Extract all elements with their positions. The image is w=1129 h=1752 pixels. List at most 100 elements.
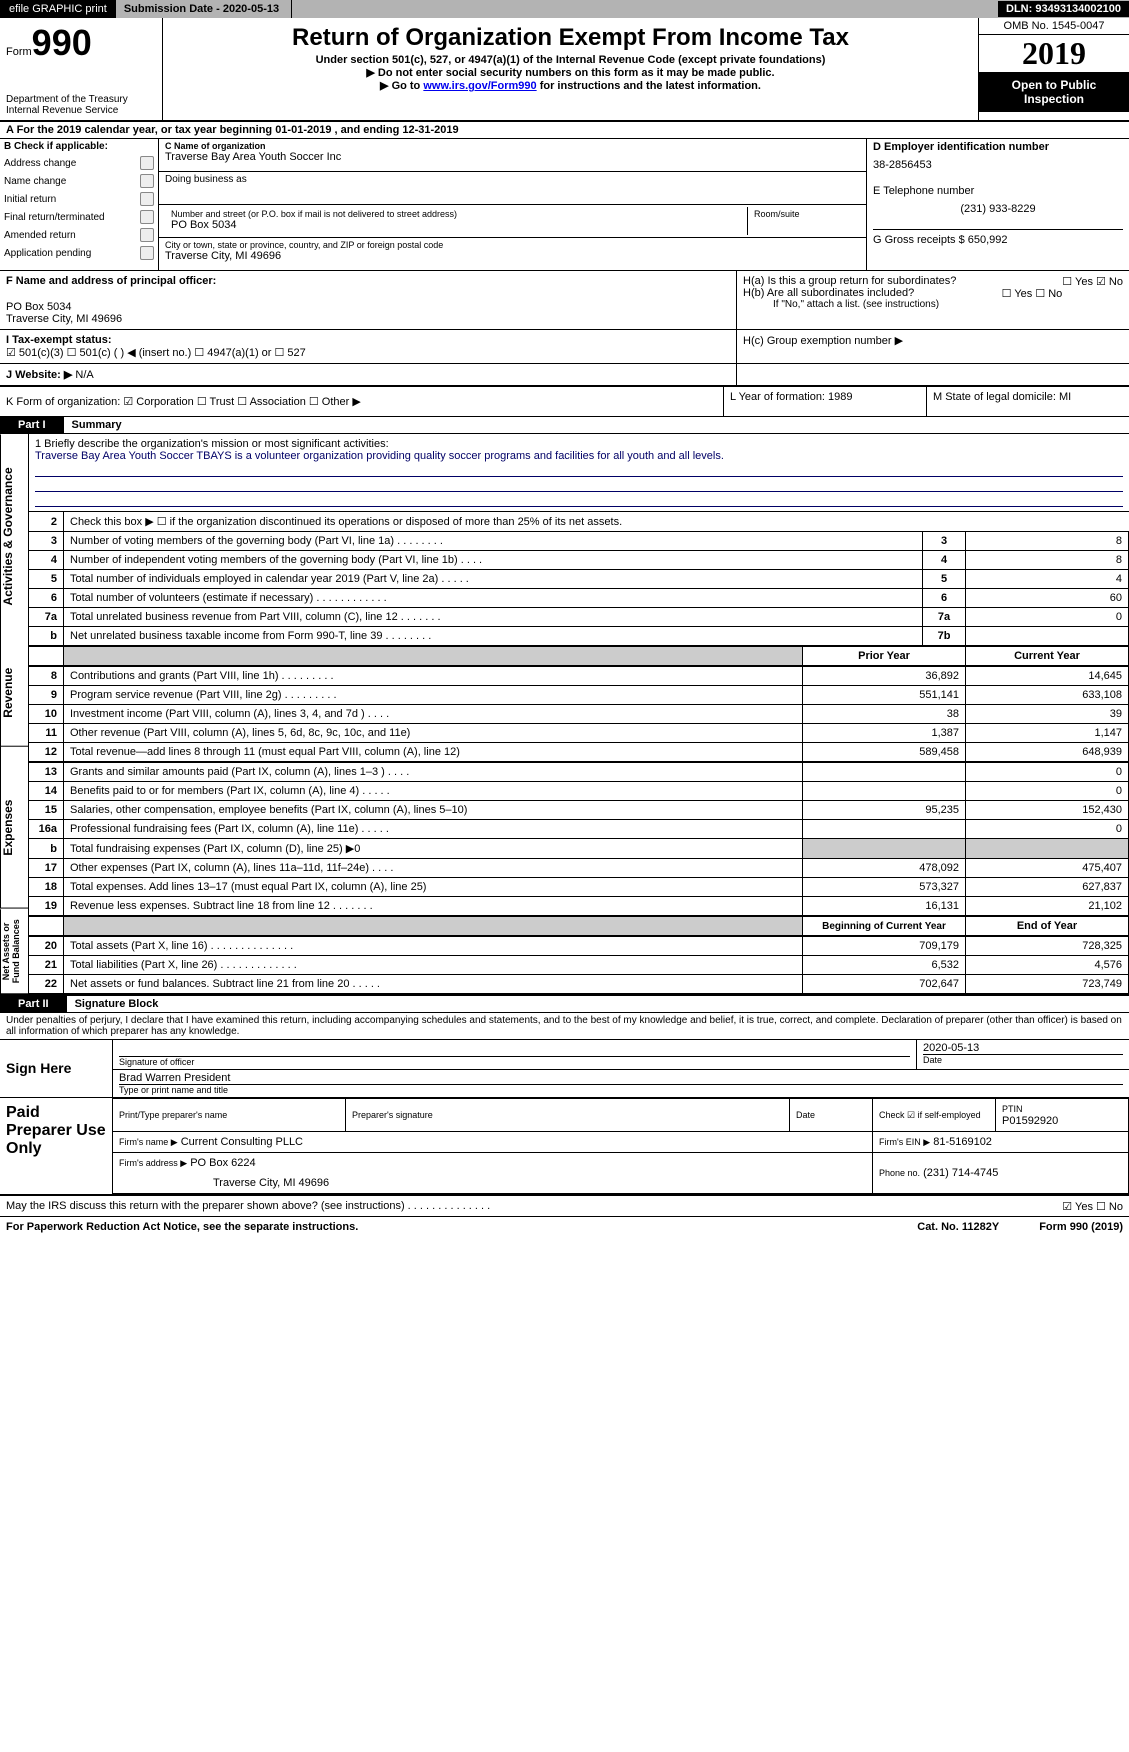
preparer-table: Print/Type preparer's name Preparer's si… — [112, 1098, 1129, 1194]
subtitle-2: ▶ Do not enter social security numbers o… — [167, 66, 974, 79]
room-label: Room/suite — [748, 207, 860, 235]
row-k: K Form of organization: ☑ Corporation ☐ … — [0, 387, 1129, 417]
addr-cell: Number and street (or P.O. box if mail i… — [159, 205, 866, 238]
brief-block: 1 Briefly describe the organization's mi… — [29, 434, 1129, 511]
irs-link[interactable]: www.irs.gov/Form990 — [423, 80, 536, 92]
city-label: City or town, state or province, country… — [165, 240, 860, 250]
firm-addr2: Traverse City, MI 49696 — [113, 1173, 873, 1194]
tel: (231) 933-8229 — [873, 203, 1123, 215]
footer-form-no: 990 — [1070, 1221, 1088, 1233]
l-year: L Year of formation: 1989 — [723, 387, 926, 416]
ha-label: H(a) Is this a group return for subordin… — [743, 275, 956, 287]
name-cell: Brad Warren President Type or print name… — [113, 1070, 1129, 1097]
ptin: P01592920 — [1002, 1115, 1058, 1127]
py-header: Prior Year — [803, 647, 966, 666]
preparer-block: Paid Preparer Use Only Print/Type prepar… — [0, 1098, 1129, 1196]
firm-name: Current Consulting PLLC — [181, 1136, 303, 1148]
j-val: N/A — [75, 369, 93, 381]
firm-ein: 81-5169102 — [933, 1136, 992, 1148]
part2-title: Signature Block — [67, 996, 167, 1012]
addr-label: Firm's address ▶ — [119, 1158, 187, 1168]
revenue-header: Prior YearCurrent Year — [29, 646, 1129, 666]
table-row: bTotal fundraising expenses (Part IX, co… — [29, 839, 1129, 859]
j-right — [736, 364, 1129, 385]
col-b: B Check if applicable: Address changeNam… — [0, 139, 159, 270]
checkbox-icon[interactable] — [140, 210, 154, 224]
table-row: bNet unrelated business taxable income f… — [29, 627, 1129, 646]
table-row: 6Total number of volunteers (estimate if… — [29, 589, 1129, 608]
gross-receipts: G Gross receipts $ 650,992 — [873, 229, 1123, 246]
cat-no: Cat. No. 11282Y — [917, 1221, 999, 1233]
form-header: Form990 Department of the Treasury Inter… — [0, 18, 1129, 122]
table-row: 19Revenue less expenses. Subtract line 1… — [29, 897, 1129, 916]
cy-header: Current Year — [966, 647, 1129, 666]
checkbox-row: Initial return — [4, 192, 154, 206]
table-row: 18Total expenses. Add lines 13–17 (must … — [29, 878, 1129, 897]
table-row: 3Number of voting members of the governi… — [29, 532, 1129, 551]
table-row: 15Salaries, other compensation, employee… — [29, 801, 1129, 820]
firm-label: Firm's name ▶ — [119, 1137, 178, 1147]
f-label: F Name and address of principal officer: — [6, 275, 730, 287]
part2-tab: Part II — [0, 996, 67, 1012]
table-row: 11Other revenue (Part VIII, column (A), … — [29, 724, 1129, 743]
firm-phone: (231) 714-4745 — [923, 1167, 998, 1179]
date-label: Date — [923, 1054, 1123, 1065]
table-row: 4Number of independent voting members of… — [29, 551, 1129, 570]
sign-here-label: Sign Here — [0, 1040, 112, 1097]
summary-table: Activities & Governance Revenue Expenses… — [0, 434, 1129, 996]
part2-header: Part II Signature Block — [0, 996, 1129, 1013]
phone-label: Phone no. — [879, 1168, 920, 1178]
hb-label: H(b) Are all subordinates included? — [743, 287, 914, 299]
checkbox-row: Application pending — [4, 246, 154, 260]
checkbox-icon[interactable] — [140, 156, 154, 170]
ein: 38-2856453 — [873, 159, 1123, 171]
table-row: 2Check this box ▶ ☐ if the organization … — [29, 512, 1129, 532]
topbar: efile GRAPHIC print Submission Date - 20… — [0, 0, 1129, 18]
checkbox-row: Final return/terminated — [4, 210, 154, 224]
table-row: 21Total liabilities (Part X, line 26) . … — [29, 956, 1129, 975]
checkbox-icon[interactable] — [140, 174, 154, 188]
pra-notice: For Paperwork Reduction Act Notice, see … — [6, 1221, 358, 1233]
dept-irs: Internal Revenue Service — [6, 105, 156, 116]
ein-label: D Employer identification number — [873, 141, 1123, 153]
table-row: 13Grants and similar amounts paid (Part … — [29, 763, 1129, 782]
footer-year: 2019 — [1095, 1221, 1119, 1233]
officer-name: Brad Warren President — [119, 1072, 1123, 1084]
checkbox-icon[interactable] — [140, 246, 154, 260]
summary-content: 1 Briefly describe the organization's mi… — [29, 434, 1129, 994]
dba-cell: Doing business as — [159, 172, 866, 205]
table-row: 8Contributions and grants (Part VIII, li… — [29, 667, 1129, 686]
discuss-ans: ☑ Yes ☐ No — [1062, 1200, 1123, 1213]
tax-year: 2019 — [979, 35, 1129, 72]
checkbox-row: Address change — [4, 156, 154, 170]
table-row: 14Benefits paid to or for members (Part … — [29, 782, 1129, 801]
sig-cell: Signature of officer — [113, 1040, 917, 1069]
prep-h3: Date — [796, 1110, 815, 1120]
addr-label: Number and street (or P.O. box if mail i… — [171, 209, 741, 219]
topbar-spacer — [291, 0, 994, 18]
table-row: 16aProfessional fundraising fees (Part I… — [29, 820, 1129, 839]
revenue-lines: 8Contributions and grants (Part VIII, li… — [29, 666, 1129, 762]
org-name-cell: C Name of organization Traverse Bay Area… — [159, 139, 866, 172]
sig-label: Signature of officer — [119, 1056, 910, 1067]
h-block: H(a) Is this a group return for subordin… — [736, 271, 1129, 329]
form-footer: Form 990 (2019) — [1039, 1221, 1123, 1233]
table-row: 17Other expenses (Part IX, column (A), l… — [29, 859, 1129, 878]
sign-block: Sign Here Signature of officer 2020-05-1… — [0, 1040, 1129, 1098]
line-a: A For the 2019 calendar year, or tax yea… — [0, 122, 1129, 139]
checkbox-icon[interactable] — [140, 228, 154, 242]
side-expenses: Expenses — [0, 747, 29, 909]
blank-line — [35, 462, 1123, 477]
table-row: 12Total revenue—add lines 8 through 11 (… — [29, 743, 1129, 762]
discuss-text: May the IRS discuss this return with the… — [6, 1200, 490, 1212]
prep-h5: PTIN — [1002, 1104, 1023, 1114]
efile-button[interactable]: efile GRAPHIC print — [0, 0, 116, 18]
part1-header: Part I Summary — [0, 417, 1129, 434]
org-name: Traverse Bay Area Youth Soccer Inc — [165, 151, 860, 163]
form-number: 990 — [32, 22, 92, 63]
hb: H(b) Are all subordinates included? ☐ Ye… — [743, 287, 1123, 299]
side-governance: Activities & Governance — [0, 434, 29, 639]
net-lines: 20Total assets (Part X, line 16) . . . .… — [29, 936, 1129, 994]
row-f-h: F Name and address of principal officer:… — [0, 271, 1129, 330]
checkbox-icon[interactable] — [140, 192, 154, 206]
